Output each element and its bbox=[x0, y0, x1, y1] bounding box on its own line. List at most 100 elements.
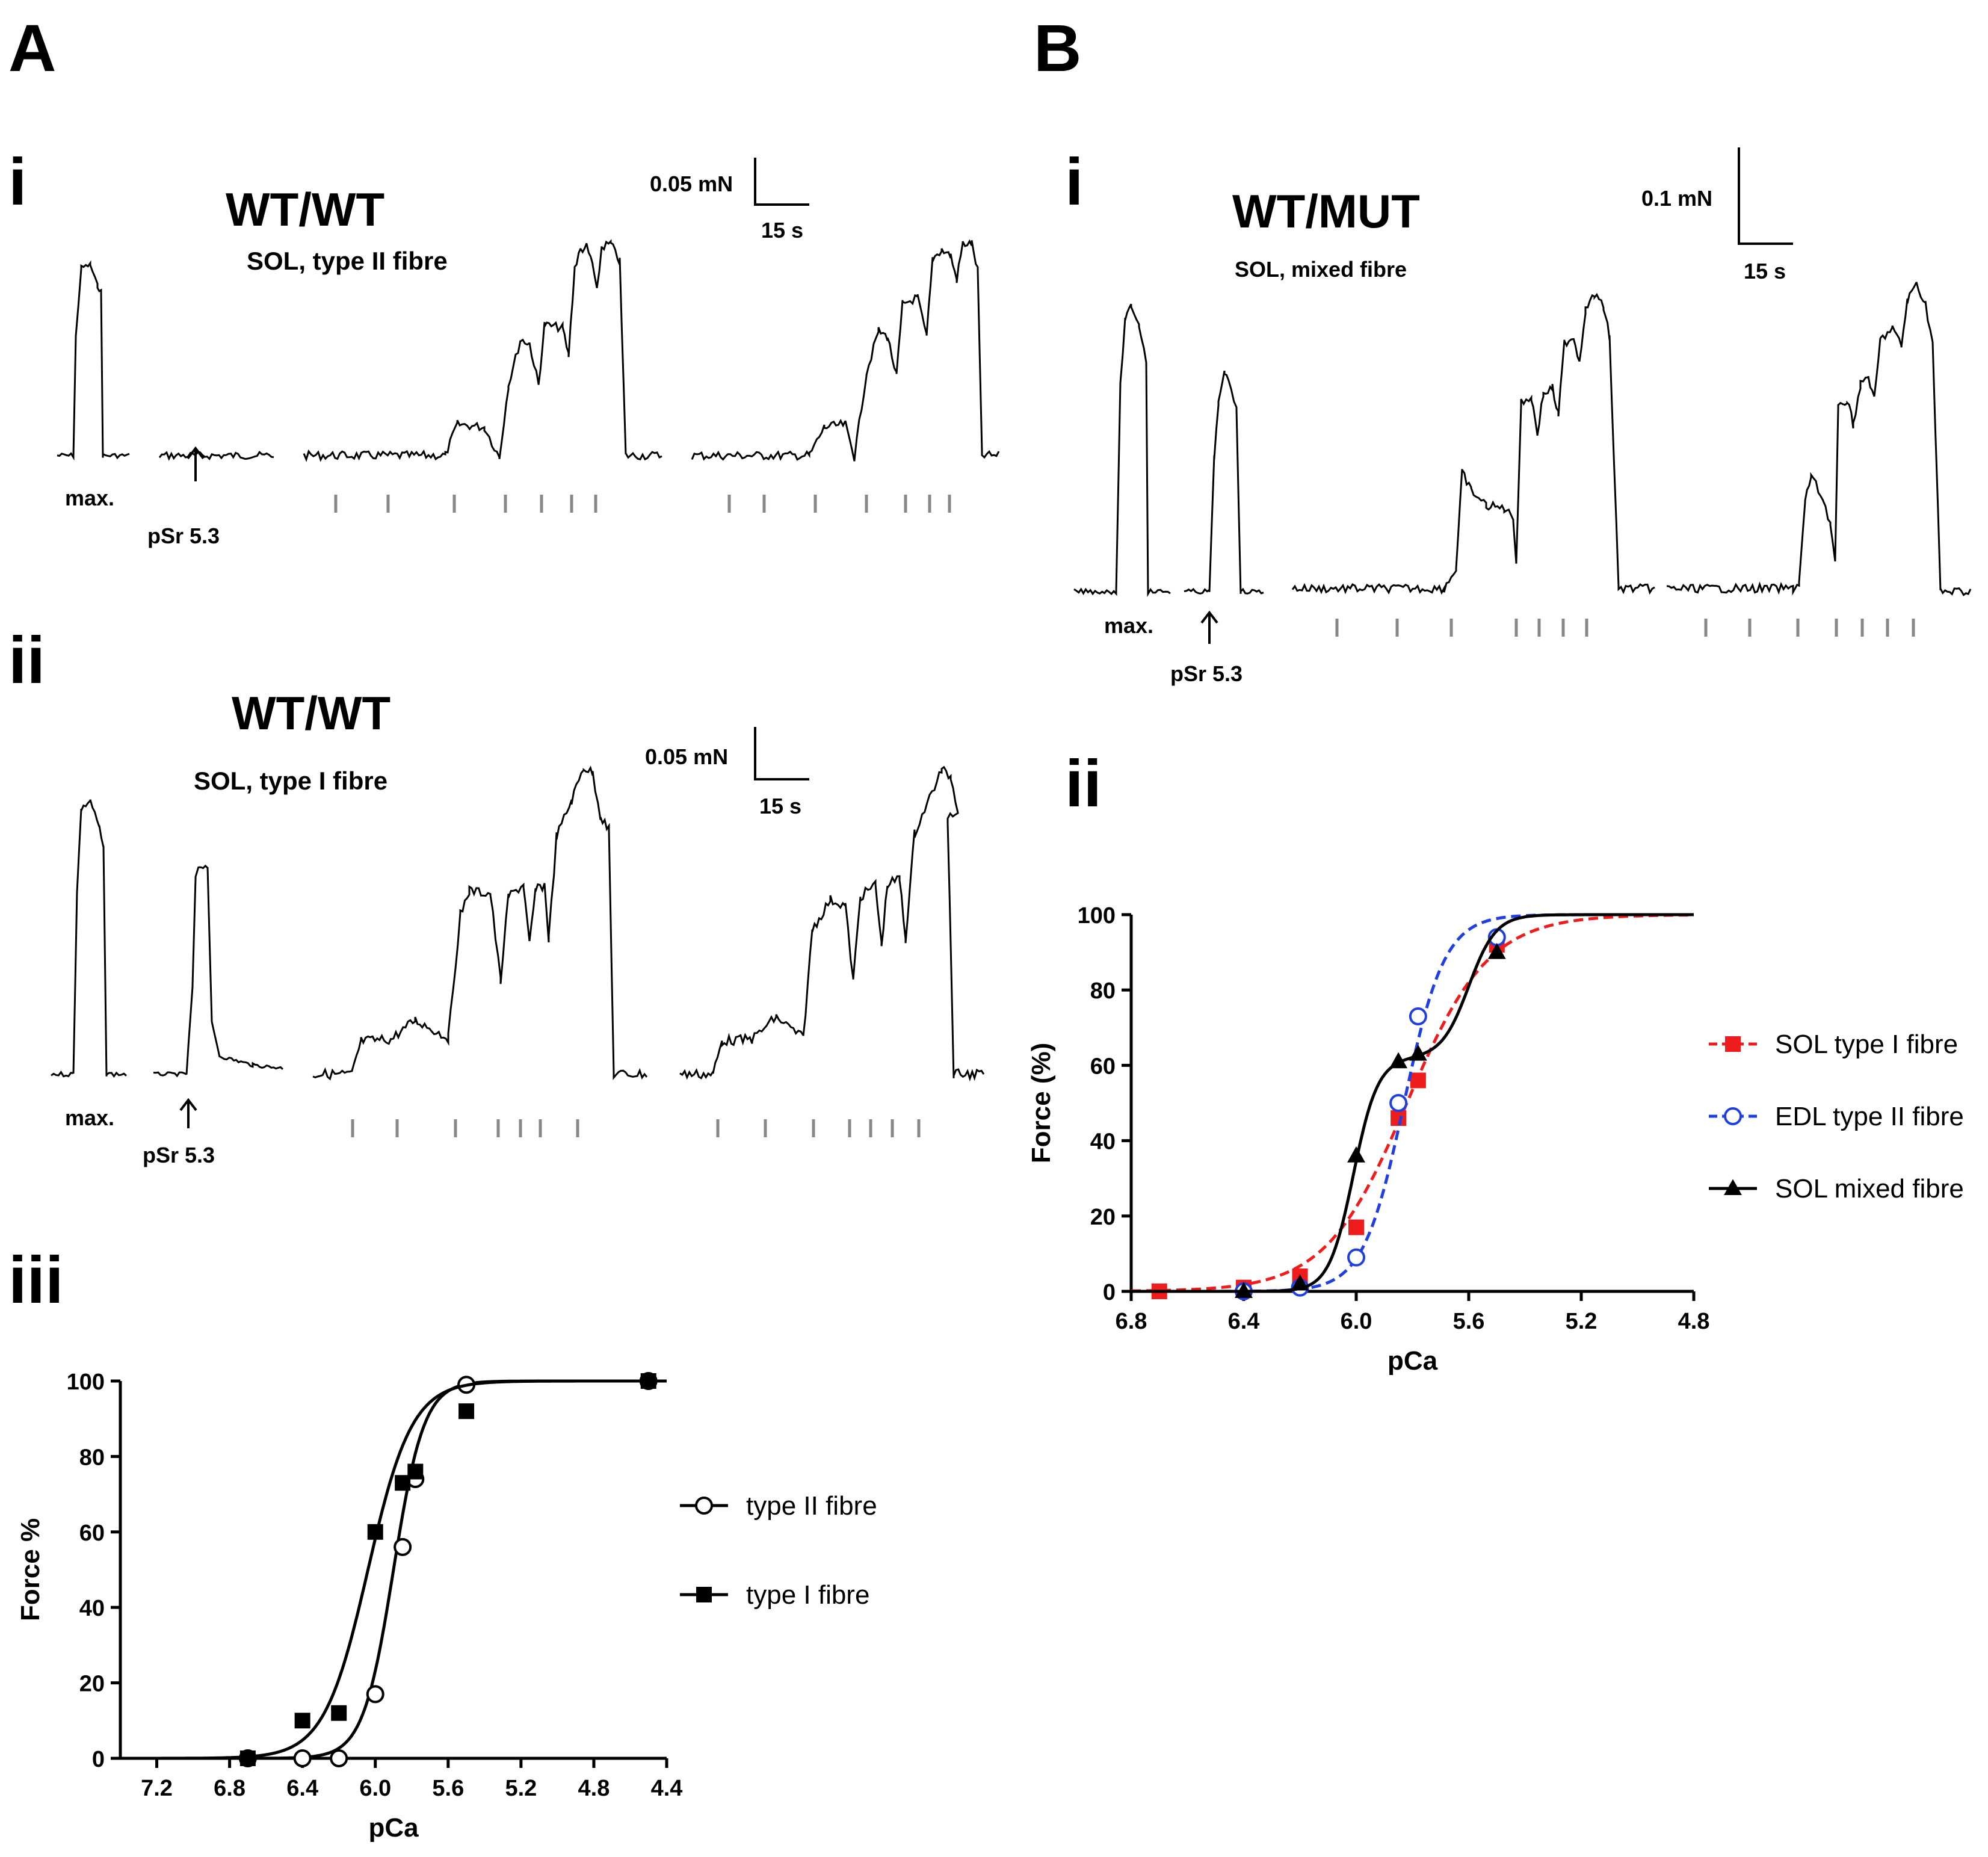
data-point bbox=[1409, 1007, 1427, 1026]
data-point bbox=[458, 1403, 475, 1420]
data-point bbox=[1291, 1274, 1309, 1291]
panel-A-ii-trace-series-1 bbox=[312, 765, 648, 1081]
x-tick-label: 4.8 bbox=[1678, 1309, 1710, 1334]
panel-A-i-trace-max bbox=[57, 260, 130, 461]
y-tick-label: 20 bbox=[79, 1672, 105, 1697]
fit-curve-1 bbox=[120, 1379, 667, 1760]
x-tick-label: 5.6 bbox=[432, 1776, 464, 1801]
panel-B-i-scale-force: 0.1 mN bbox=[1641, 186, 1712, 211]
panel-A-i-trace-series-2 bbox=[691, 239, 1000, 462]
panel-A-ii-trace-psr bbox=[153, 864, 284, 1078]
data-point bbox=[407, 1463, 424, 1480]
x-tick-label: 5.2 bbox=[505, 1776, 537, 1801]
y-tick-label: 0 bbox=[92, 1747, 105, 1772]
legend-label: type II fibre bbox=[746, 1491, 877, 1521]
y-tick-label: 100 bbox=[1078, 903, 1116, 928]
data-point bbox=[367, 1524, 383, 1540]
panel-A-ii: ii WT/WT SOL, type I fibre 0.05 mN 15 s … bbox=[8, 623, 985, 1167]
panel-A-ii-psr-arrow bbox=[179, 1098, 197, 1128]
data-point bbox=[1235, 1282, 1253, 1299]
y-tick-label: 20 bbox=[1090, 1205, 1116, 1230]
y-tick-label: 80 bbox=[1090, 978, 1116, 1004]
panel-A-i-title: WT/WT bbox=[226, 183, 384, 236]
x-axis-label: pCa bbox=[1388, 1346, 1438, 1376]
panel-B-i-max-label: max. bbox=[1104, 613, 1153, 638]
x-tick-label: 6.8 bbox=[214, 1776, 245, 1801]
panel-B-i-psr-label: pSr 5.3 bbox=[1170, 661, 1242, 686]
x-tick-label: 5.2 bbox=[1566, 1309, 1597, 1334]
panel-A-ii-trace-max bbox=[51, 799, 127, 1078]
y-tick-label: 40 bbox=[1090, 1129, 1116, 1155]
y-axis-label: Force (%) bbox=[1026, 1043, 1056, 1163]
panel-B-i-solution-ticks bbox=[1335, 619, 1915, 637]
data-point bbox=[1348, 1219, 1364, 1235]
legend-marker bbox=[1724, 1107, 1742, 1125]
legend-marker bbox=[1724, 1179, 1742, 1196]
data-point bbox=[1389, 1094, 1408, 1112]
x-tick-label: 6.4 bbox=[286, 1776, 318, 1801]
panel-B-i-trace-series-1 bbox=[1291, 292, 1655, 595]
data-point bbox=[640, 1373, 656, 1389]
panel-B-i-trace-max bbox=[1073, 303, 1171, 598]
x-tick-label: 4.4 bbox=[651, 1776, 683, 1801]
legend-marker bbox=[695, 1497, 713, 1515]
panel-B-i-subtitle: SOL, mixed fibre bbox=[1235, 257, 1407, 282]
panel-A-ii-scale-time: 15 s bbox=[759, 794, 801, 818]
panel-A-i-scale-time: 15 s bbox=[761, 218, 803, 243]
y-tick-label: 60 bbox=[1090, 1054, 1116, 1079]
panel-letter-B: B bbox=[1034, 11, 1081, 85]
data-point bbox=[1409, 1045, 1427, 1061]
y-tick-label: 100 bbox=[67, 1370, 105, 1395]
panel-B-i-psr-arrow bbox=[1200, 610, 1218, 644]
panel-A-i-scale-bar bbox=[754, 158, 809, 206]
panel-B-ii-label: ii bbox=[1065, 747, 1102, 821]
fit-curve-2 bbox=[1131, 913, 1694, 1293]
x-tick-label: 6.8 bbox=[1116, 1309, 1147, 1334]
x-tick-label: 5.6 bbox=[1453, 1309, 1485, 1334]
y-tick-label: 40 bbox=[79, 1596, 105, 1621]
legend-marker bbox=[1725, 1036, 1741, 1052]
x-tick-label: 4.8 bbox=[578, 1776, 610, 1801]
fit-curve-0 bbox=[1131, 913, 1694, 1293]
chart-A-iii: 0 20 40 60 80 100 7.2 6.8 6.4 6.0 5.6 5.2 4.8 4.4 pCa F… bbox=[16, 1370, 877, 1843]
data-point bbox=[1347, 1248, 1365, 1267]
panel-A-ii-max-label: max. bbox=[65, 1105, 114, 1130]
x-tick-label: 7.2 bbox=[141, 1776, 173, 1801]
y-tick-label: 80 bbox=[79, 1445, 105, 1470]
data-point bbox=[366, 1685, 384, 1704]
panel-A-ii-solution-ticks bbox=[351, 1119, 921, 1137]
panel-A-i-solution-ticks bbox=[334, 495, 951, 513]
data-point bbox=[1487, 943, 1506, 959]
panel-A-i-trace-series-1 bbox=[303, 239, 662, 462]
panel-B-i: i WT/MUT SOL, mixed fibre 0.1 mN 15 s ma… bbox=[1065, 145, 1972, 686]
legend-marker bbox=[696, 1587, 712, 1602]
panel-letter-A: A bbox=[8, 11, 56, 85]
panel-A-i-max-label: max. bbox=[65, 486, 114, 510]
panel-A-i-subtitle: SOL, type II fibre bbox=[247, 247, 448, 275]
fit-curve-1 bbox=[1131, 913, 1694, 1293]
y-tick-label: 0 bbox=[1103, 1280, 1116, 1305]
panel-B-i-scale-bar bbox=[1738, 147, 1793, 245]
legend-label: type I fibre bbox=[746, 1580, 869, 1610]
panel-A-i-trace-psr bbox=[158, 450, 274, 461]
panel-B-i-title: WT/MUT bbox=[1232, 185, 1420, 238]
legend-label: SOL type I fibre bbox=[1775, 1030, 1958, 1059]
x-tick-label: 6.0 bbox=[359, 1776, 391, 1801]
panel-A-ii-psr-label: pSr 5.3 bbox=[143, 1143, 215, 1167]
y-tick-label: 60 bbox=[79, 1521, 105, 1546]
data-point bbox=[293, 1749, 312, 1767]
panel-A-ii-subtitle: SOL, type I fibre bbox=[194, 767, 387, 795]
panel-A-ii-scale-force: 0.05 mN bbox=[645, 744, 728, 769]
data-point bbox=[1347, 1146, 1365, 1163]
x-tick-label: 6.4 bbox=[1228, 1309, 1260, 1334]
x-tick-label: 6.0 bbox=[1341, 1309, 1372, 1334]
panel-A-i-psr-arrow bbox=[187, 446, 205, 481]
data-point bbox=[1410, 1072, 1426, 1089]
data-point bbox=[239, 1750, 256, 1766]
panel-A-ii-label: ii bbox=[8, 623, 45, 697]
panel-A-ii-trace-series-2 bbox=[679, 765, 985, 1082]
panel-A-ii-scale-bar bbox=[754, 727, 809, 780]
panel-A-i-scale-force: 0.05 mN bbox=[650, 171, 733, 196]
panel-A-iii-label: iii bbox=[8, 1243, 64, 1317]
panel-A-ii-title: WT/WT bbox=[232, 687, 390, 740]
